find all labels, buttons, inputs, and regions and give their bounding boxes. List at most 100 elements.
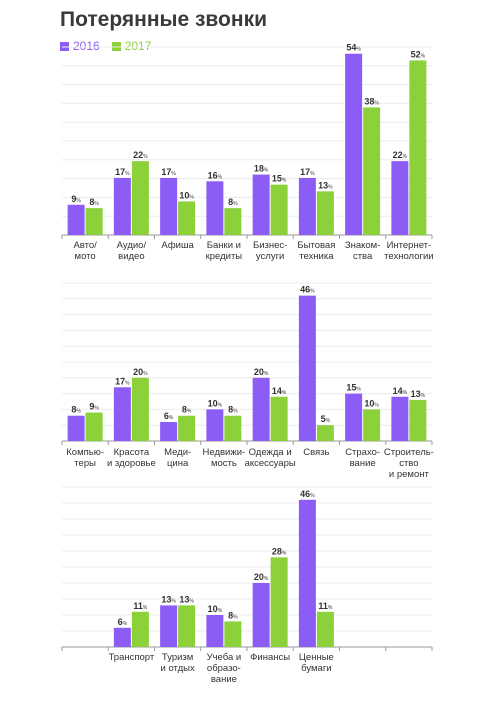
data-label-2016: 10% [208, 398, 223, 408]
legend-label-2016: 2016 [73, 39, 100, 53]
data-label-2016: 22% [393, 150, 408, 160]
category-label: Учеба и образо-вание [207, 652, 242, 685]
data-label-2017: 10% [179, 190, 194, 200]
data-label-2017: 5% [321, 414, 331, 424]
bar-2016 [206, 181, 224, 235]
data-label-2017: 20% [133, 367, 148, 377]
category-label: Красота и здоровье [107, 447, 156, 469]
bar-2017 [178, 201, 196, 235]
bar-2016 [113, 177, 131, 235]
category-label: Страхо-вание [345, 447, 380, 469]
bar-2016 [298, 295, 316, 441]
bar-2016 [252, 377, 270, 441]
data-label-2016: 16% [208, 170, 223, 180]
bar-2016 [345, 53, 363, 235]
bar-2017 [85, 412, 103, 441]
bar-2016 [252, 174, 270, 235]
data-label-2016: 8% [71, 405, 81, 415]
bar-2016 [206, 615, 224, 647]
data-label-2016: 20% [254, 572, 269, 582]
data-label-2016: 17% [300, 167, 315, 177]
data-label-2017: 38% [364, 96, 379, 106]
category-label: Финансы [250, 652, 290, 663]
bar-2016 [345, 393, 363, 441]
data-label-2017: 8% [228, 405, 238, 415]
data-label-2016: 10% [208, 604, 223, 614]
data-label-2017: 8% [182, 405, 192, 415]
bar-2017 [131, 611, 149, 647]
category-label: Связь [303, 447, 329, 458]
bar-2017 [270, 396, 288, 441]
category-label: Авто/мото [73, 240, 97, 262]
data-label-2017: 8% [89, 197, 99, 207]
bar-2017 [409, 399, 427, 441]
bar-2017 [316, 425, 334, 441]
bar-2016 [67, 204, 85, 235]
data-label-2016: 46% [300, 285, 315, 295]
bar-2017 [224, 621, 242, 647]
bar-2016 [298, 177, 316, 235]
bar-2017 [131, 377, 149, 441]
data-label-2017: 9% [89, 402, 99, 412]
data-label-2017: 22% [133, 150, 148, 160]
bar-2017 [224, 415, 242, 441]
data-label-2016: 6% [164, 411, 174, 421]
legend-item-2016: 2016 [60, 39, 100, 53]
bar-2016 [206, 409, 224, 441]
category-label: Аудио/видео [117, 240, 147, 262]
data-label-2016: 17% [115, 376, 130, 386]
bar-2017 [178, 605, 196, 647]
bar-2016 [113, 627, 131, 647]
bar-2016 [298, 499, 316, 647]
bar-2016 [160, 177, 178, 235]
category-label: Знаком-ства [345, 240, 381, 262]
bar-2017 [178, 415, 196, 441]
legend-swatch-2016 [60, 41, 69, 51]
category-label: Бизнес-услуги [253, 240, 287, 262]
data-label-2016: 15% [346, 383, 361, 393]
bar-2017 [409, 60, 427, 235]
data-label-2016: 20% [254, 367, 269, 377]
category-label: Туризм и отдых [161, 652, 195, 674]
category-label: Бытовая техника [297, 240, 335, 262]
category-label: Меди-цина [164, 447, 191, 469]
data-label-2016: 54% [346, 43, 361, 53]
bar-2016 [67, 415, 85, 441]
bar-2016 [252, 583, 270, 647]
bar-2017 [270, 557, 288, 647]
category-label: Интернет-технологии [384, 240, 433, 262]
data-label-2017: 13% [179, 594, 194, 604]
category-label: Недвижи-мость [203, 447, 246, 469]
legend: 2016 2017 [60, 39, 163, 53]
data-label-2016: 18% [254, 164, 269, 174]
data-label-2016: 17% [115, 167, 130, 177]
data-label-2017: 28% [272, 546, 287, 556]
data-label-2016: 14% [393, 386, 408, 396]
bar-2016 [160, 422, 178, 441]
legend-item-2017: 2017 [111, 39, 152, 53]
bar-2016 [160, 605, 178, 647]
data-label-2016: 17% [161, 167, 176, 177]
bar-2017 [85, 208, 103, 235]
category-label: Транспорт [109, 652, 155, 663]
data-label-2017: 52% [411, 49, 426, 59]
bar-2016 [113, 387, 131, 441]
bar-2017 [224, 208, 242, 235]
bar-2017 [270, 184, 288, 235]
category-label: Банки и кредиты [206, 240, 243, 262]
bar-2017 [316, 191, 334, 235]
bar-2017 [363, 107, 381, 235]
legend-swatch-2017 [111, 41, 121, 51]
bar-2017 [316, 611, 334, 647]
data-label-2017: 13% [318, 180, 333, 190]
data-label-2016: 46% [300, 489, 315, 499]
legend-label-2017: 2017 [124, 39, 152, 53]
category-label: Компью-теры [66, 447, 104, 469]
chart-title: Потерянные звонки [60, 8, 267, 31]
category-label: Ценные бумаги [299, 652, 334, 674]
data-label-2017: 8% [228, 197, 238, 207]
bar-2016 [391, 161, 409, 235]
data-label-2017: 14% [272, 386, 287, 396]
data-label-2016: 6% [118, 617, 128, 627]
